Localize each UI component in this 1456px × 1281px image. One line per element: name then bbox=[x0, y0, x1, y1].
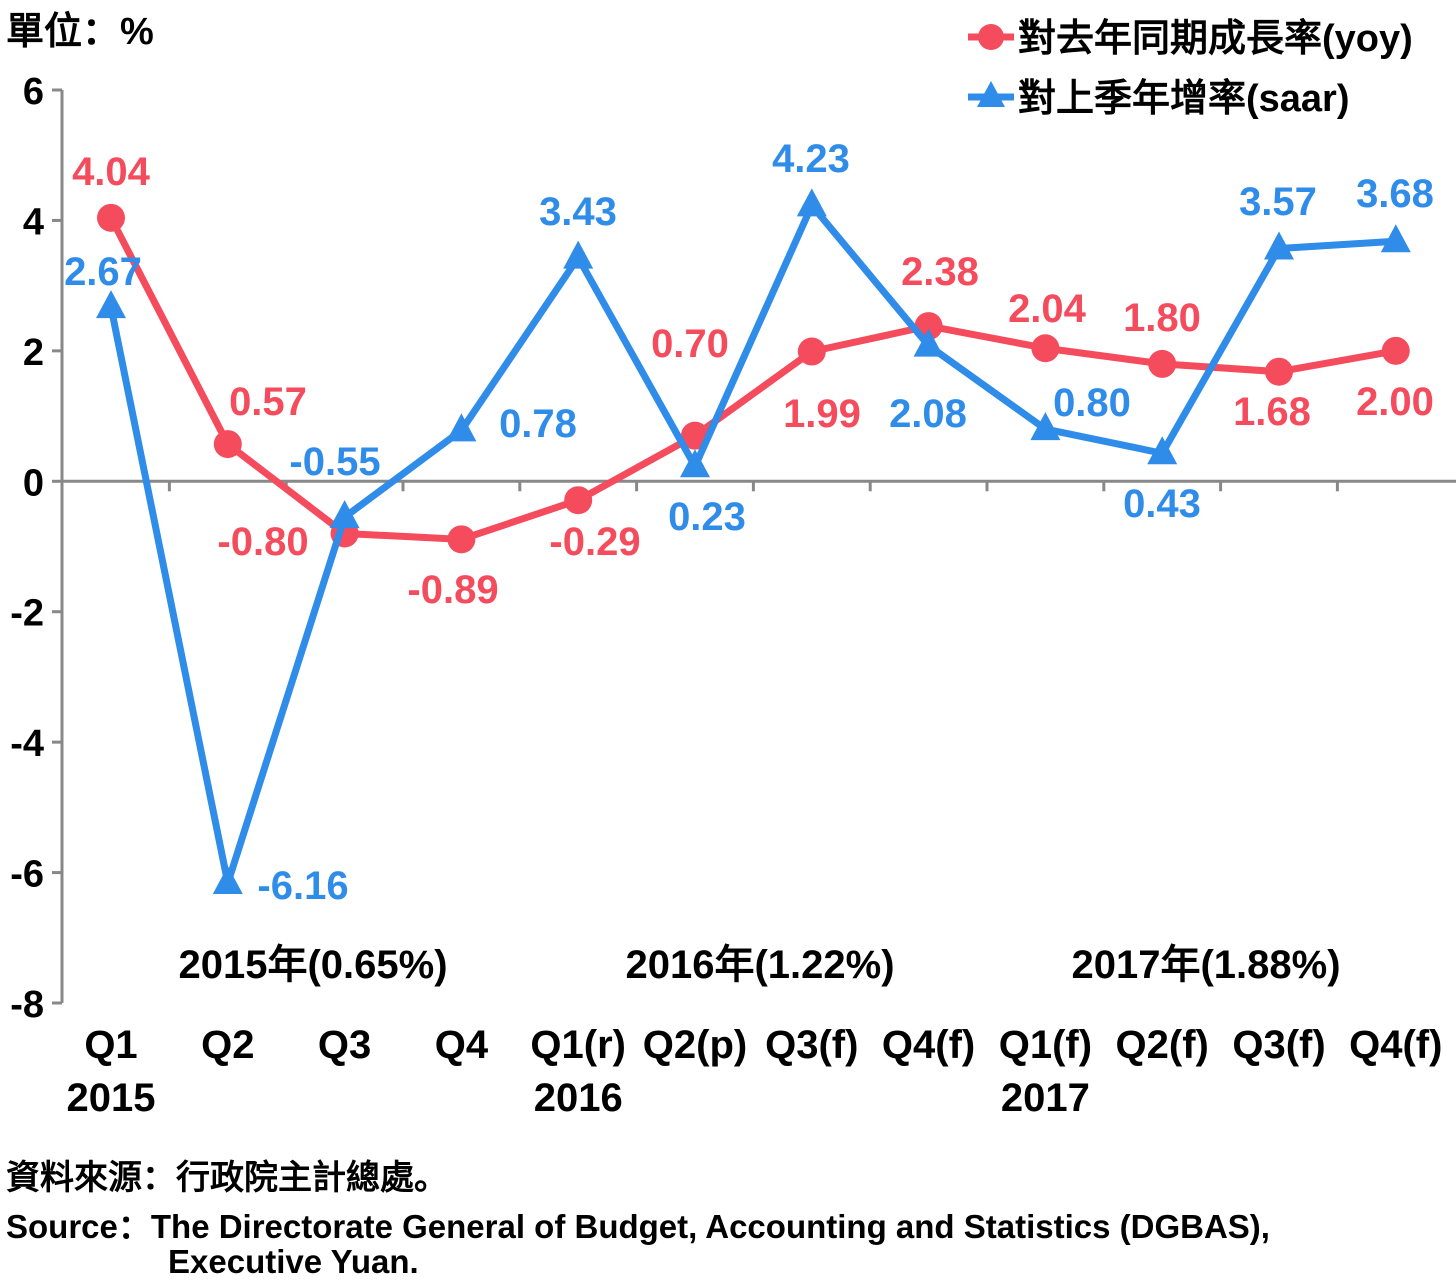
y-tick-label: 2 bbox=[23, 332, 44, 374]
series-saar: 2.67 -6.16 -0.55 0.78 3.43 0.23 4.23 2.08 0.80 0.… bbox=[64, 137, 1434, 908]
legend-label: 對去年同期成長率(yoy) bbox=[1018, 18, 1413, 60]
line-chart: 單位：% 6 4 2 0 -2 -4 -6 -8 Q1 Q2 Q3 Q4 Q1(r) Q2(p) Q3(f… bbox=[6, 11, 1456, 1120]
data-point-triangle bbox=[1030, 412, 1061, 441]
data-label: 0.57 bbox=[229, 380, 307, 424]
data-point-circle bbox=[797, 337, 826, 366]
y-axis: 6 4 2 0 -2 -4 -6 -8 bbox=[10, 71, 64, 1026]
year-label: 2017 bbox=[1001, 1076, 1090, 1120]
data-label: 0.23 bbox=[668, 495, 746, 539]
series-line bbox=[107, 201, 1397, 887]
data-label: 4.23 bbox=[772, 137, 850, 181]
data-point-triangle bbox=[1147, 436, 1178, 465]
data-label: 2.04 bbox=[1008, 287, 1087, 331]
data-label: 2.38 bbox=[901, 250, 979, 294]
data-point-circle bbox=[1265, 357, 1293, 386]
y-tick-label: -2 bbox=[10, 593, 44, 635]
data-label: 0.43 bbox=[1123, 482, 1201, 526]
data-label: 1.68 bbox=[1233, 390, 1311, 434]
x-tick-label: Q4(f) bbox=[1349, 1023, 1442, 1067]
data-point-circle bbox=[564, 486, 593, 515]
x-tick-label: Q3 bbox=[318, 1023, 371, 1067]
y-tick-label: -4 bbox=[10, 723, 44, 765]
data-label: 2.67 bbox=[64, 250, 142, 294]
data-label: -0.55 bbox=[289, 440, 380, 484]
data-point-triangle bbox=[212, 866, 243, 895]
data-label: 0.78 bbox=[499, 402, 577, 446]
data-point-circle bbox=[97, 203, 125, 232]
legend-triangle-icon bbox=[977, 81, 1005, 107]
y-tick-label: -6 bbox=[10, 854, 44, 896]
x-tick-label: Q1(f) bbox=[999, 1023, 1092, 1067]
year-label: 2015 bbox=[67, 1076, 156, 1120]
data-label: 3.43 bbox=[539, 190, 617, 234]
data-point-triangle bbox=[1380, 224, 1411, 253]
data-label: -0.80 bbox=[217, 520, 308, 564]
data-label: 0.80 bbox=[1053, 381, 1131, 425]
series-group: 4.04 0.57 -0.80 -0.89 -0.29 0.70 1.99 2.38 2.04 1… bbox=[64, 137, 1434, 908]
data-point-triangle bbox=[680, 449, 710, 478]
data-point-circle bbox=[213, 430, 242, 459]
y-tick-label: -8 bbox=[10, 984, 44, 1026]
year-label: 2016 bbox=[534, 1076, 623, 1120]
y-tick-label: 0 bbox=[23, 462, 44, 504]
data-point-triangle bbox=[329, 500, 360, 529]
x-tick-label: Q2 bbox=[201, 1023, 254, 1067]
annual-annotations: 2015年(0.65%) 2016年(1.22%) 2017年(1.88%) bbox=[178, 943, 1340, 987]
x-tick-label: Q1 bbox=[84, 1023, 137, 1067]
data-label: 0.70 bbox=[651, 322, 729, 366]
data-point-circle bbox=[1031, 334, 1060, 363]
series-yoy: 4.04 0.57 -0.80 -0.89 -0.29 0.70 1.99 2.38 2.04 1… bbox=[72, 150, 1434, 612]
annual-annotation: 2016年(1.22%) bbox=[625, 943, 894, 987]
data-label: 3.68 bbox=[1356, 172, 1434, 216]
data-label: 1.80 bbox=[1123, 296, 1201, 340]
data-point-triangle bbox=[1264, 231, 1294, 260]
annual-annotation: 2015年(0.65%) bbox=[178, 943, 447, 987]
source-zh: 資料來源：行政院主計總處。 bbox=[6, 1159, 448, 1197]
legend-circle-icon bbox=[978, 24, 1004, 50]
data-label: 3.57 bbox=[1239, 180, 1317, 224]
x-tick-label: Q2(p) bbox=[643, 1023, 747, 1067]
data-label: -0.29 bbox=[549, 520, 640, 564]
data-point-circle bbox=[1381, 336, 1410, 365]
x-tick-label: Q4 bbox=[435, 1023, 489, 1067]
data-label: 4.04 bbox=[72, 150, 151, 194]
x-tick-label: Q2(f) bbox=[1116, 1023, 1209, 1067]
source-en-line2: Executive Yuan. bbox=[168, 1243, 419, 1280]
source-en-line1: Source：The Directorate General of Budget… bbox=[6, 1208, 1270, 1245]
unit-label: 單位：% bbox=[6, 11, 154, 53]
x-tick-label: Q3(f) bbox=[765, 1023, 858, 1067]
x-tick-label: Q3(f) bbox=[1232, 1023, 1325, 1067]
y-tick-label: 6 bbox=[23, 71, 44, 113]
y-tick-label: 4 bbox=[23, 201, 44, 243]
x-axis: Q1 Q2 Q3 Q4 Q1(r) Q2(p) Q3(f) Q4(f) Q1(f) Q2(f) Q3… bbox=[62, 479, 1456, 1120]
data-point-triangle bbox=[563, 240, 594, 269]
data-label: -0.89 bbox=[407, 568, 498, 612]
annual-annotation: 2017年(1.88%) bbox=[1071, 943, 1340, 987]
data-point-triangle bbox=[446, 413, 477, 442]
legend: 對去年同期成長率(yoy) 對上季年增率(saar) bbox=[968, 18, 1413, 120]
data-point-triangle bbox=[96, 290, 126, 319]
data-label: -6.16 bbox=[257, 864, 348, 908]
x-tick-label: Q1(r) bbox=[530, 1023, 626, 1067]
data-label: 1.99 bbox=[783, 392, 861, 436]
data-point-triangle bbox=[796, 188, 827, 217]
data-point-circle bbox=[1148, 349, 1177, 378]
data-point-triangle bbox=[913, 328, 944, 357]
x-tick-label: Q4(f) bbox=[882, 1023, 975, 1067]
data-point-circle bbox=[447, 525, 476, 554]
data-label: 2.00 bbox=[1356, 380, 1434, 424]
data-label: 2.08 bbox=[889, 392, 967, 436]
series-line bbox=[107, 216, 1397, 543]
legend-label: 對上季年增率(saar) bbox=[1018, 78, 1350, 120]
